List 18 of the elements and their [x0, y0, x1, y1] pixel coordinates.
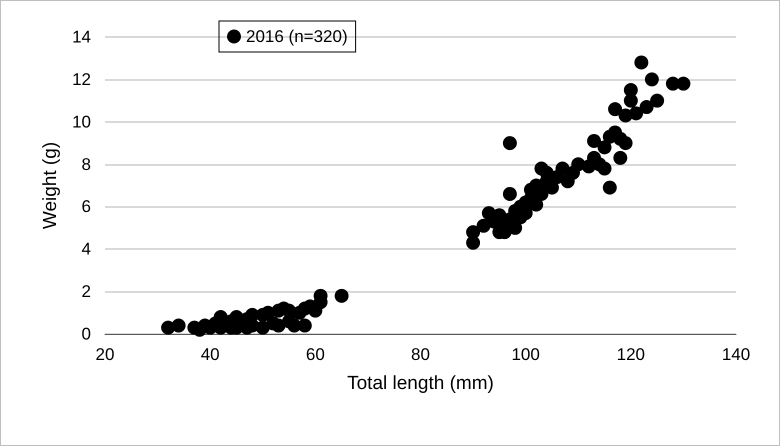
y-tick-label: 12: [72, 70, 91, 89]
y-tick-label: 8: [82, 154, 91, 174]
x-axis-title: Total length (mm): [347, 373, 494, 394]
y-tick-label: 2: [82, 282, 91, 302]
y-tick-label: 4: [82, 240, 91, 259]
x-tick-label: 60: [306, 345, 325, 364]
x-tick-label: 80: [411, 345, 430, 364]
legend-label: 2016 (n=320): [246, 27, 348, 46]
x-tick-label: 100: [511, 345, 540, 364]
x-tick-label: 140: [722, 345, 750, 364]
x-tick-label: 20: [96, 345, 114, 364]
x-tick-label: 40: [200, 345, 220, 364]
y-tick-label: 14: [72, 28, 91, 46]
x-tick-label: 120: [616, 345, 646, 364]
y-axis-title: Weight (g): [40, 142, 61, 230]
y-tick-label: 6: [82, 197, 91, 216]
y-tick-label: 0: [82, 324, 91, 344]
y-tick-label: 10: [72, 112, 91, 132]
